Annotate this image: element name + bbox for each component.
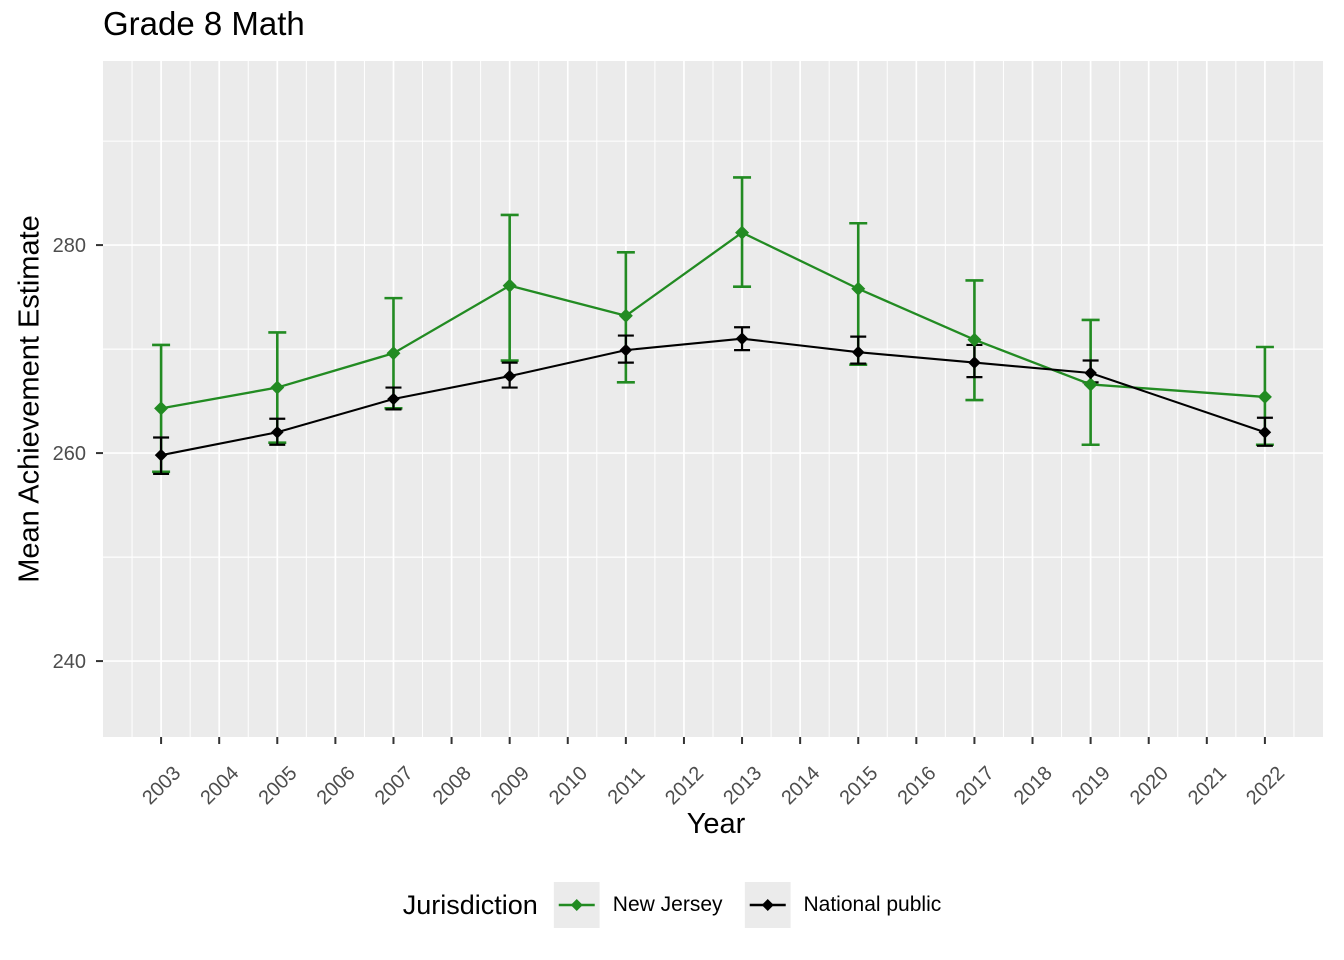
data-point (502, 278, 517, 293)
data-point (1258, 425, 1272, 439)
legend-label-national-public: National public (803, 893, 942, 916)
data-point (851, 281, 866, 296)
legend: Jurisdiction New Jersey National public (402, 882, 942, 928)
x-tick-label: 2014 (777, 762, 824, 809)
data-point (503, 369, 516, 383)
x-tick-label: 2019 (1068, 762, 1115, 809)
x-axis-title: Year (686, 808, 746, 840)
x-tick-label: 2013 (719, 762, 766, 809)
x-tick-label: 2021 (1184, 762, 1231, 809)
series-line (160, 337, 1266, 457)
y-tick-label: 240 (53, 651, 86, 673)
data-point (968, 356, 981, 369)
data-point (735, 332, 749, 345)
chart-title: Grade 8 Math (103, 5, 305, 42)
x-tick-label: 2018 (1010, 762, 1057, 809)
legend-entry-national-public: National public (744, 882, 942, 928)
legend-title: Jurisdiction (402, 889, 538, 920)
data-point (967, 332, 982, 347)
x-tick-label: 2008 (429, 762, 476, 809)
x-tick-label: 2016 (894, 762, 941, 809)
series-line (160, 231, 1265, 410)
data-point (1257, 389, 1272, 404)
data-point (851, 345, 865, 359)
data-point (270, 425, 284, 439)
data-point (619, 343, 633, 357)
x-tick-label: 2007 (371, 762, 418, 809)
data-point (154, 448, 168, 462)
data-point (270, 380, 285, 395)
y-tick-label: 280 (53, 235, 86, 257)
data-point (386, 346, 401, 361)
x-tick-label: 2015 (835, 762, 882, 809)
y-axis-title: Mean Achievement Estimate (13, 215, 46, 583)
data-point (735, 225, 750, 240)
legend-label-new-jersey: New Jersey (612, 893, 723, 916)
legend-key-icon-national-public (744, 882, 791, 928)
x-tick-label: 2004 (196, 762, 243, 809)
data-point (154, 401, 169, 416)
x-tick-label: 2010 (545, 762, 592, 809)
data-point (1084, 366, 1097, 380)
x-tick-label: 2017 (952, 762, 999, 809)
legend-key-icon-new-jersey (553, 882, 600, 928)
x-tick-label: 2011 (604, 763, 650, 809)
x-tick-label: 2006 (313, 762, 360, 809)
legend-entry-new-jersey: New Jersey (553, 882, 723, 928)
data-point (387, 392, 400, 406)
x-tick-label: 2020 (1126, 762, 1173, 809)
y-tick-label: 260 (53, 443, 86, 465)
data-point (1083, 377, 1098, 392)
x-tick-label: 2022 (1242, 762, 1289, 809)
x-tick-label: 2009 (487, 762, 534, 809)
x-tick-label: 2003 (138, 762, 185, 809)
x-tick-label: 2012 (661, 762, 708, 809)
x-tick-label: 2005 (254, 762, 301, 809)
data-point (618, 308, 633, 323)
